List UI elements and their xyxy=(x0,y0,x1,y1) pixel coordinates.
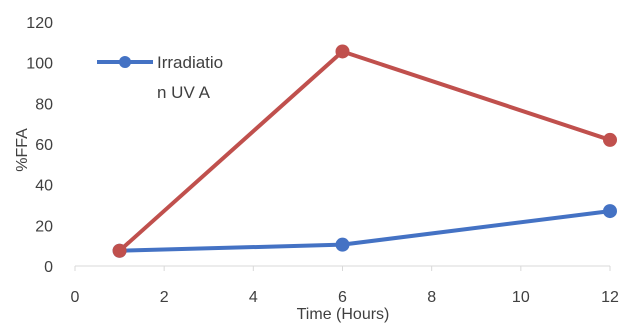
x-tick-label: 10 xyxy=(512,289,530,306)
x-tick-label: 2 xyxy=(160,289,169,306)
series-2-point xyxy=(335,44,350,59)
x-tick-label: 4 xyxy=(249,289,258,306)
y-tick-label: 0 xyxy=(44,259,53,276)
legend-swatch-marker xyxy=(119,56,131,68)
y-tick-label: 20 xyxy=(35,218,53,235)
y-tick-label: 40 xyxy=(35,178,53,195)
series-1-point xyxy=(603,204,617,219)
x-tick-label: 0 xyxy=(71,289,80,306)
x-axis-title: Time (Hours) xyxy=(297,306,390,323)
legend-label-line-2: n UV A xyxy=(157,83,211,102)
y-tick-label: 80 xyxy=(35,96,53,113)
series-line-1 xyxy=(119,209,611,253)
series-1-point xyxy=(335,237,350,252)
series-2-point xyxy=(603,132,617,147)
x-tick-label: 8 xyxy=(427,289,436,306)
y-tick-label: 120 xyxy=(26,15,53,32)
y-tick-label: 100 xyxy=(26,56,53,73)
x-tick-label: 6 xyxy=(338,289,347,306)
y-axis-title: %FFA xyxy=(14,128,31,172)
x-tick-label: 12 xyxy=(601,289,619,306)
series-layer xyxy=(112,44,617,258)
legend: Irradiatio n UV A xyxy=(97,53,223,102)
legend-label-line-1: Irradiatio xyxy=(157,53,223,72)
x-axis-ticks: 0 2 4 6 8 10 12 xyxy=(71,266,619,306)
series-2-point xyxy=(112,243,127,258)
y-tick-label: 60 xyxy=(35,137,53,154)
y-axis-ticks: 0 20 40 60 80 100 120 xyxy=(26,15,53,276)
